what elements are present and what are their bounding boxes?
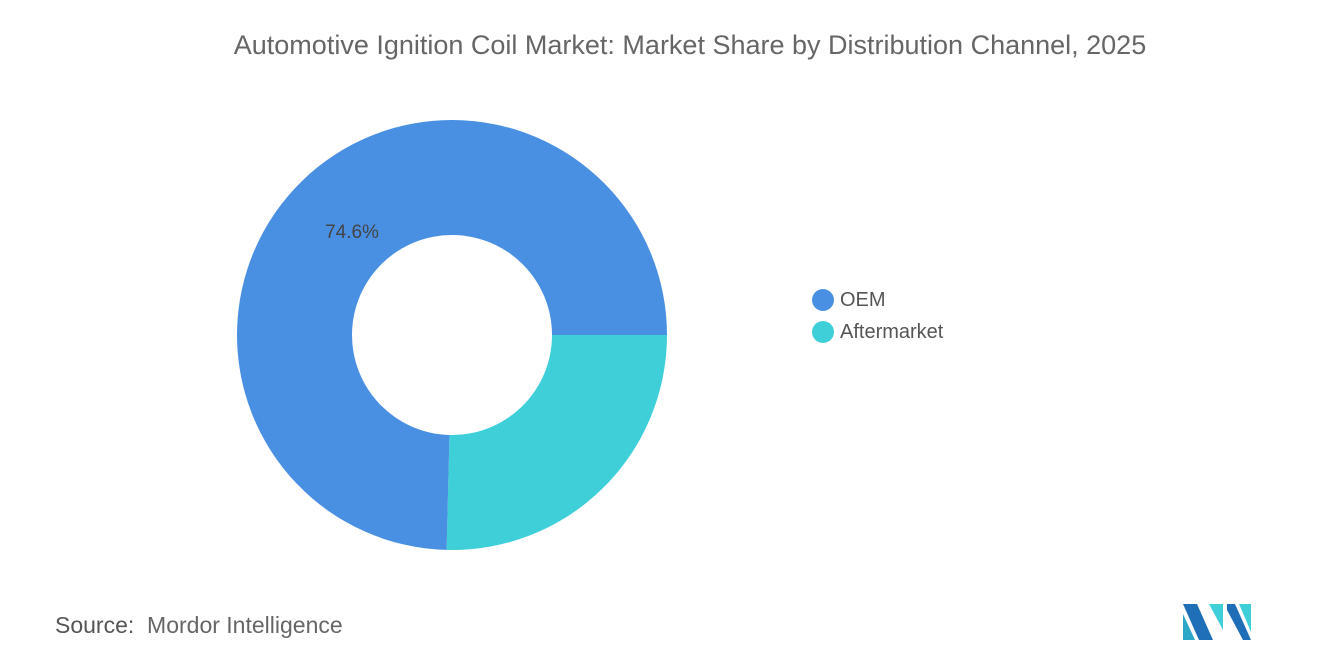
slice-aftermarket[interactable] — [446, 335, 667, 550]
legend-label-oem: OEM — [840, 288, 886, 311]
legend-item-aftermarket[interactable]: Aftermarket — [812, 316, 943, 348]
source-value: Mordor Intelligence — [147, 612, 343, 638]
legend-swatch-oem — [812, 289, 834, 311]
legend-item-oem[interactable]: OEM — [812, 284, 943, 316]
source-label: Source: — [55, 612, 135, 638]
mordor-logo — [1183, 604, 1251, 640]
source-note: Source: Mordor Intelligence — [55, 612, 343, 639]
data-label-oem: 74.6% — [325, 222, 379, 243]
chart-title: Automotive Ignition Coil Market: Market … — [233, 30, 1147, 60]
legend-swatch-aftermarket — [812, 321, 834, 343]
legend: OEM Aftermarket — [812, 284, 943, 348]
legend-label-aftermarket: Aftermarket — [840, 320, 944, 343]
slice-oem[interactable] — [237, 120, 668, 550]
